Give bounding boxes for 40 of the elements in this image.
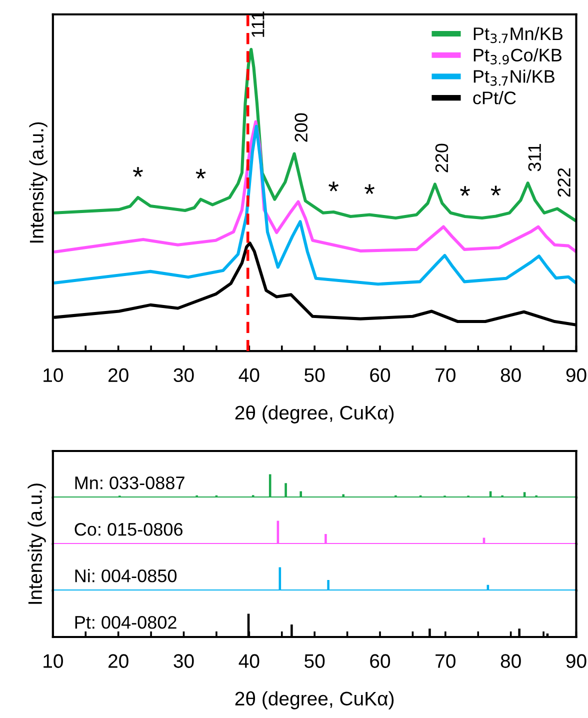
text: Ni: 004-0850 [75, 569, 177, 582]
x-tick-label: 40 [238, 654, 260, 668]
x-tick-label: 50 [304, 654, 325, 668]
x-tick-label: 30 [174, 654, 194, 668]
legend-label: Pt$_{3.7}$Ni/KB [474, 70, 554, 86]
legend-label: Pt$_{3.7}$Mn/KB [474, 26, 562, 44]
legend-label: Pt$_{3.9}$Co/KB [474, 48, 562, 64]
x-tick-label: 20 [108, 654, 128, 668]
annotation: * [196, 168, 206, 179]
x-tick-label: 10 [44, 368, 63, 382]
annotation: 222 [558, 168, 570, 197]
annotation: * [364, 184, 374, 194]
x-axis-title: 2θ (degree, CuKα) [235, 405, 394, 424]
annotation: 200 [294, 113, 308, 142]
legend-label: cPt/C [473, 91, 516, 104]
series-label: Mn: 033-0887 [75, 476, 184, 490]
annotation: * [460, 186, 470, 196]
x-tick-label: 40 [238, 368, 260, 382]
text: Co: 015-0806 [74, 522, 182, 536]
x-tick-label: 30 [174, 368, 194, 382]
x-tick-label: 70 [436, 654, 456, 668]
y-axis-title: Intensity (a.u.) [28, 484, 46, 604]
x-tick-label: 80 [500, 368, 521, 382]
x-tick-label: 90 [566, 368, 586, 382]
annotation: * [328, 182, 339, 192]
x-axis-title: 2θ (degree, CuKα) [235, 691, 394, 710]
annotation: * [133, 167, 143, 177]
x-tick-label: 10 [44, 654, 63, 668]
x-tick-label: 60 [370, 654, 390, 668]
annotation: * [490, 186, 501, 196]
annotation: 311 [528, 144, 542, 172]
x-tick-label: 70 [436, 368, 456, 382]
text: Pt: 004-0802 [75, 616, 176, 629]
x-tick-label: 50 [304, 368, 325, 382]
x-tick-label: 20 [108, 368, 128, 382]
x-tick-label: 90 [566, 654, 586, 668]
annotation: 220 [435, 144, 448, 172]
x-tick-label: 60 [370, 368, 390, 382]
y-axis-title: Intensity (a.u.) [29, 122, 48, 243]
x-tick-label: 80 [500, 654, 521, 668]
